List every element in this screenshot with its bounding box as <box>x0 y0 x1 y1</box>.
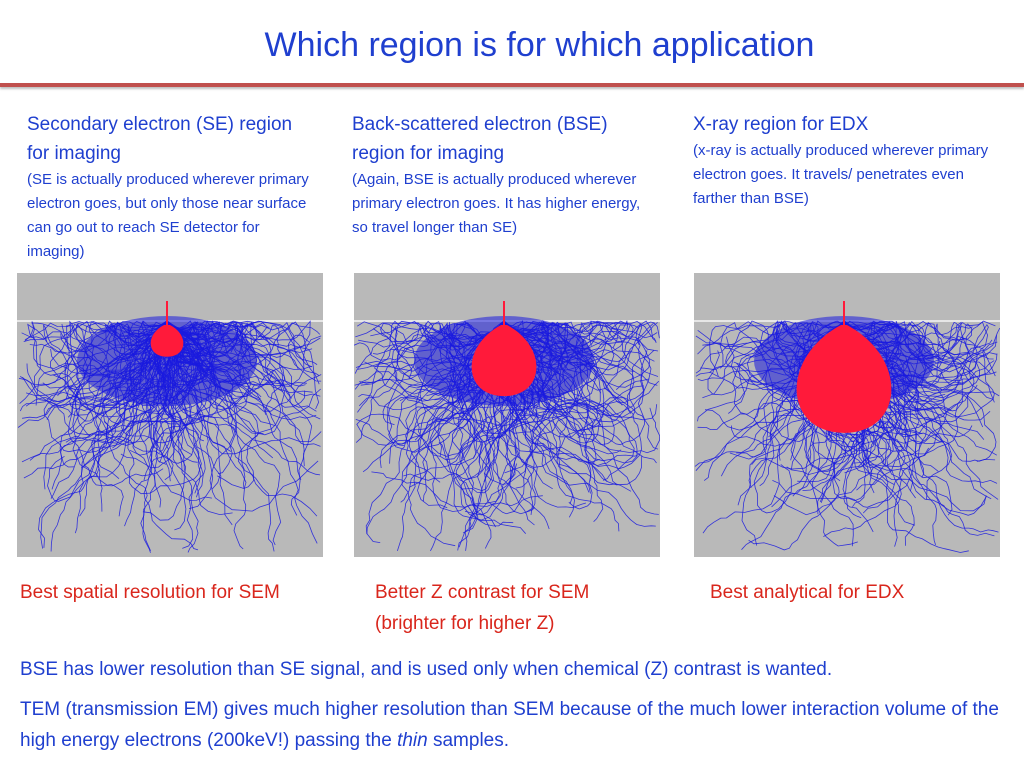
interaction-region <box>471 325 537 397</box>
bse-detail: (Again, BSE is actually produced whereve… <box>352 171 641 236</box>
tem-note-text: TEM (transmission EM) gives much higher … <box>20 699 999 751</box>
bse-resolution-note: BSE has lower resolution than SE signal,… <box>20 659 833 680</box>
xray-simulation-image <box>694 273 1000 557</box>
slide-title: Which region is for which application <box>264 26 815 64</box>
bse-column-header: Back-scattered electron (BSE) region for… <box>352 110 642 240</box>
xray-column-header: X-ray region for EDX (x-ray is actually … <box>693 110 1003 211</box>
se-monte-carlo-plot <box>17 301 323 553</box>
se-simulation-image <box>17 273 323 557</box>
interaction-region <box>796 325 892 433</box>
title-divider <box>0 83 1024 87</box>
se-column-header: Secondary electron (SE) region for imagi… <box>27 110 317 264</box>
xray-monte-carlo-plot <box>694 301 1000 553</box>
tem-note: TEM (transmission EM) gives much higher … <box>20 694 1010 756</box>
xray-caption: Best analytical for EDX <box>710 582 905 603</box>
bse-caption: Better Z contrast for SEM (brighter for … <box>375 582 590 634</box>
xray-heading: X-ray region for EDX <box>693 114 869 135</box>
se-heading: Secondary electron (SE) region for imagi… <box>27 114 293 164</box>
tem-note-emphasis: thin <box>397 730 428 751</box>
bse-monte-carlo-plot <box>354 301 660 552</box>
tem-note-end: samples. <box>427 730 510 751</box>
bse-simulation-image <box>354 273 660 557</box>
se-caption: Best spatial resolution for SEM <box>20 582 280 603</box>
se-detail: (SE is actually produced wherever primar… <box>27 171 309 260</box>
xray-detail: (x-ray is actually produced wherever pri… <box>693 142 989 207</box>
interaction-region <box>150 325 184 357</box>
dense-trajectory-core <box>77 316 257 406</box>
bse-heading: Back-scattered electron (BSE) region for… <box>352 114 608 164</box>
